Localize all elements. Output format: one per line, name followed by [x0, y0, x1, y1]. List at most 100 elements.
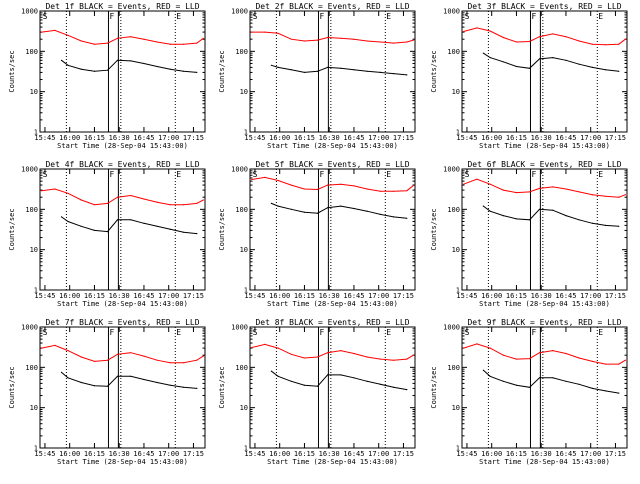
x-tick-label: 16:15	[84, 450, 105, 458]
data-point	[489, 57, 491, 59]
data-point	[340, 67, 342, 69]
data-point	[624, 359, 627, 361]
marker-f: F	[109, 12, 114, 21]
x-tick-label: 16:30	[531, 292, 552, 300]
marker-s: S	[43, 170, 48, 179]
data-point	[67, 220, 69, 223]
data-point	[67, 192, 69, 194]
data-point	[54, 29, 56, 31]
y-tick-label: 10	[452, 404, 460, 412]
data-point	[327, 66, 329, 68]
x-tick-label: 17:00	[580, 450, 601, 458]
data-point	[107, 42, 109, 44]
data-point	[290, 208, 292, 210]
marker-s: S	[253, 328, 258, 337]
data-point	[277, 347, 279, 349]
data-point	[54, 188, 56, 190]
x-tick-label: 16:45	[133, 450, 154, 458]
data-point	[156, 225, 158, 227]
data-point	[303, 211, 305, 213]
data-point	[107, 231, 109, 233]
data-point	[604, 224, 607, 226]
y-tick-label: 100	[25, 48, 38, 56]
y-tick-label: 100	[447, 48, 460, 56]
data-point	[270, 202, 272, 204]
data-point	[618, 392, 620, 394]
x-tick-label: 16:15	[84, 292, 105, 300]
y-tick-label: 1000	[231, 8, 248, 16]
data-point	[183, 231, 185, 233]
data-point	[515, 41, 518, 43]
panel-title: Det 6f BLACK = Events, RED = LLD	[467, 160, 621, 169]
marker-s: S	[43, 12, 48, 21]
data-point	[353, 38, 355, 40]
data-point	[317, 39, 319, 41]
data-point	[591, 222, 594, 224]
data-point	[502, 61, 504, 63]
x-tick-label: 17:00	[368, 450, 389, 458]
data-point	[618, 225, 620, 227]
data-point	[529, 67, 531, 69]
y-tick-label: 1	[34, 445, 38, 453]
data-point	[489, 210, 491, 212]
data-point	[116, 219, 119, 221]
x-tick-label: 16:15	[506, 450, 527, 458]
x-tick-label: 16:30	[531, 450, 552, 458]
marker-f: F	[531, 12, 536, 21]
data-point	[412, 39, 414, 41]
marker-f: F	[531, 170, 536, 179]
data-point	[406, 217, 408, 219]
x-tick-label: 16:30	[319, 292, 340, 300]
plot-frame	[461, 10, 628, 133]
data-point	[183, 43, 185, 45]
data-point	[270, 64, 272, 66]
data-point	[366, 380, 368, 382]
data-point	[624, 194, 627, 196]
data-point	[277, 375, 279, 377]
data-point	[604, 195, 607, 197]
data-point	[130, 194, 132, 197]
panel-4: Det 4f BLACK = Events, RED = LLD 1 10 100 10…	[8, 160, 206, 308]
y-tick-label: 1	[456, 129, 460, 137]
data-point	[529, 358, 531, 360]
x-tick-label: 17:15	[183, 292, 204, 300]
data-point	[515, 358, 518, 360]
data-point	[41, 190, 43, 192]
y-tick-label: 1	[456, 445, 460, 453]
y-tick-label: 1000	[443, 324, 460, 332]
x-tick-label: 16:15	[84, 134, 105, 142]
y-tick-label: 10	[30, 88, 38, 96]
data-point	[264, 343, 266, 345]
data-point	[578, 63, 580, 65]
marker-s: S	[253, 12, 258, 21]
data-point	[476, 343, 478, 345]
panel-title: Det 2f BLACK = Events, RED = LLD	[255, 2, 409, 11]
data-point	[565, 352, 567, 355]
y-tick-label: 1	[244, 129, 248, 137]
panel-9: Det 9f BLACK = Events, RED = LLD 1 10 100 10…	[430, 318, 628, 466]
x-tick-label: 17:15	[393, 292, 414, 300]
data-point	[604, 69, 607, 71]
data-point	[60, 216, 63, 218]
data-point	[107, 202, 109, 204]
panel-title: Det 5f BLACK = Events, RED = LLD	[255, 160, 409, 169]
data-point	[502, 189, 504, 191]
data-point	[393, 42, 395, 44]
data-point	[529, 40, 531, 43]
data-point	[202, 37, 204, 39]
panel-2: Det 2f BLACK = Events, RED = LLD 1 10 100 10…	[218, 2, 416, 150]
data-point	[327, 352, 329, 354]
series-events	[61, 59, 197, 73]
y-tick-label: 10	[240, 404, 248, 412]
data-point	[290, 184, 292, 186]
data-point	[591, 387, 594, 389]
data-point	[290, 38, 292, 40]
data-point	[379, 358, 381, 360]
data-point	[317, 356, 319, 358]
plot-frame	[249, 326, 416, 449]
data-point	[412, 184, 414, 187]
data-point	[130, 219, 132, 221]
x-tick-label: 16:00	[269, 134, 290, 142]
data-point	[130, 375, 132, 377]
